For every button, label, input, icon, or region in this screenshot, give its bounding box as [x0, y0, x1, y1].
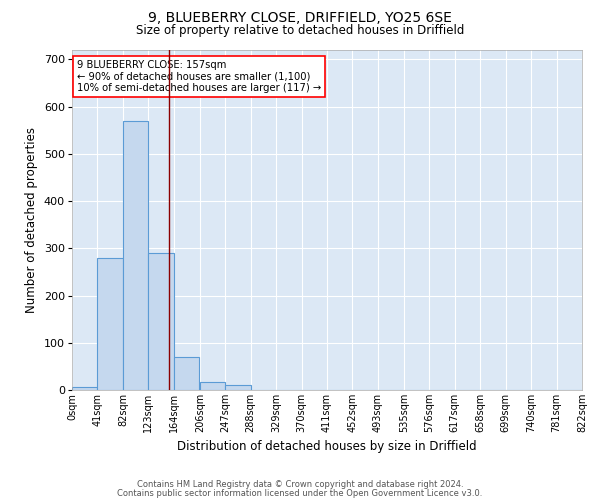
Bar: [148, 253, 174, 390]
X-axis label: Distribution of detached houses by size in Driffield: Distribution of detached houses by size …: [177, 440, 477, 454]
Text: 9 BLUEBERRY CLOSE: 157sqm
← 90% of detached houses are smaller (1,100)
10% of se: 9 BLUEBERRY CLOSE: 157sqm ← 90% of detac…: [77, 60, 322, 94]
Bar: [200, 382, 225, 390]
Bar: [174, 357, 199, 390]
Bar: [123, 121, 148, 390]
Bar: [72, 386, 97, 390]
Text: Contains HM Land Registry data © Crown copyright and database right 2024.: Contains HM Land Registry data © Crown c…: [137, 480, 463, 489]
Bar: [225, 386, 251, 390]
Y-axis label: Number of detached properties: Number of detached properties: [25, 127, 38, 313]
Bar: [97, 258, 123, 390]
Text: Size of property relative to detached houses in Driffield: Size of property relative to detached ho…: [136, 24, 464, 37]
Text: Contains public sector information licensed under the Open Government Licence v3: Contains public sector information licen…: [118, 488, 482, 498]
Text: 9, BLUEBERRY CLOSE, DRIFFIELD, YO25 6SE: 9, BLUEBERRY CLOSE, DRIFFIELD, YO25 6SE: [148, 11, 452, 25]
